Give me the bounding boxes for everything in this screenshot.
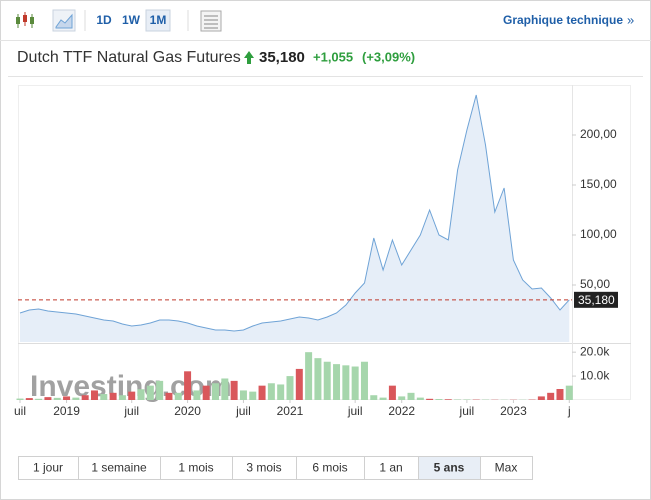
- volume-tick-label: 10.0k: [580, 368, 610, 382]
- x-tick-label: juil: [459, 404, 475, 418]
- chevron: »: [627, 12, 634, 27]
- volume-bar: [416, 397, 424, 400]
- volume-bar: [212, 383, 220, 400]
- volume-bar: [53, 397, 61, 400]
- x-tick-label: 2022: [388, 404, 415, 418]
- volume-bar: [118, 395, 126, 400]
- interval-button[interactable]: 1M: [150, 13, 167, 27]
- range-button-label[interactable]: Max: [495, 461, 518, 475]
- range-button-label[interactable]: 3 mois: [246, 461, 281, 475]
- volume-bar: [81, 395, 89, 400]
- volume-bar: [25, 398, 33, 400]
- candles-icon[interactable]: [16, 12, 34, 28]
- volume-bar: [165, 392, 173, 400]
- x-tick-label: juil: [347, 404, 363, 418]
- volume-bar: [100, 394, 108, 400]
- volume-bar: [193, 390, 201, 400]
- area-icon[interactable]: [52, 9, 76, 32]
- y-tick-label: 200,00: [580, 127, 617, 141]
- change: +1,055: [313, 49, 353, 64]
- range-button[interactable]: [480, 456, 533, 480]
- volume-bar: [370, 395, 378, 400]
- technical-link[interactable]: Graphique technique: [503, 13, 623, 27]
- volume-bar: [333, 364, 341, 400]
- range-button-label[interactable]: 1 mois: [178, 461, 213, 475]
- table-icon[interactable]: [200, 10, 222, 32]
- range-button-label[interactable]: 1 jour: [33, 461, 63, 475]
- volume-bar: [146, 385, 154, 400]
- volume-bar: [547, 392, 555, 400]
- volume-bar: [537, 396, 545, 400]
- volume-bar: [305, 352, 313, 400]
- range-button-label[interactable]: 5 ans: [434, 461, 465, 475]
- interval-selected-bg: [145, 9, 171, 32]
- volume-bar: [426, 398, 434, 400]
- volume-bar: [258, 385, 266, 400]
- volume-bar: [435, 399, 443, 400]
- volume-bar: [128, 391, 136, 400]
- volume-bar: [174, 392, 182, 400]
- volume-bar: [230, 380, 238, 400]
- volume-bar: [360, 361, 368, 400]
- x-tick-label: 2021: [277, 404, 304, 418]
- x-tick-label: 2020: [174, 404, 201, 418]
- x-tick-label: uil: [14, 404, 26, 418]
- y-tick-label: 50,00: [580, 277, 610, 291]
- volume-bar: [379, 397, 387, 400]
- volume-bar: [314, 358, 322, 400]
- volume-bar: [351, 366, 359, 400]
- volume-bar: [221, 378, 229, 400]
- volume-bar: [444, 399, 452, 400]
- volume-bar: [35, 398, 43, 400]
- price-area: [20, 95, 570, 342]
- x-tick-label: j: [567, 404, 571, 418]
- y-tick-label: 150,00: [580, 177, 617, 191]
- range-button-label[interactable]: 6 mois: [312, 461, 347, 475]
- volume-bar: [184, 371, 192, 400]
- x-tick-label: juil: [123, 404, 139, 418]
- volume-bar: [286, 376, 294, 400]
- volume-bar: [323, 361, 331, 400]
- volume-bar: [109, 392, 117, 400]
- volume-bar: [407, 392, 415, 400]
- volume-bar: [72, 397, 80, 400]
- x-tick-label: 2023: [500, 404, 527, 418]
- volume-bar: [44, 397, 52, 400]
- interval-button[interactable]: 1D: [96, 13, 112, 27]
- volume-bar: [249, 391, 257, 400]
- volume-bar: [16, 398, 24, 400]
- range-button-label[interactable]: 1 semaine: [91, 461, 147, 475]
- current-price-label: 35,180: [578, 293, 615, 307]
- volume-bar: [388, 385, 396, 400]
- price-line: [19, 94, 570, 332]
- change-pct: (+3,09%): [362, 49, 415, 64]
- volume-bar: [295, 368, 303, 400]
- x-tick-label: juil: [235, 404, 251, 418]
- volume-bar: [342, 365, 350, 400]
- x-tick-label: 2019: [53, 404, 80, 418]
- interval-button[interactable]: 1W: [122, 13, 141, 27]
- volume-bar: [239, 390, 247, 400]
- up-arrow: [244, 51, 254, 64]
- y-tick-label: 100,00: [580, 227, 617, 241]
- volume-bar: [267, 383, 275, 400]
- volume-bar: [156, 380, 164, 400]
- current-price-box: [574, 291, 618, 308]
- volume-bar: [565, 385, 573, 400]
- volume-bar: [90, 390, 98, 400]
- volume-bar: [277, 384, 285, 400]
- volume-bar: [137, 389, 145, 400]
- volume-bar: [398, 396, 406, 400]
- range-button-label[interactable]: 1 an: [379, 461, 402, 475]
- volume-bar: [63, 396, 71, 400]
- volume-bar: [202, 385, 210, 400]
- last-price: 35,180: [259, 49, 305, 66]
- title: Dutch TTF Natural Gas Futures: [17, 49, 241, 66]
- volume-bar: [556, 389, 564, 400]
- volume-tick-label: 20.0k: [580, 344, 610, 358]
